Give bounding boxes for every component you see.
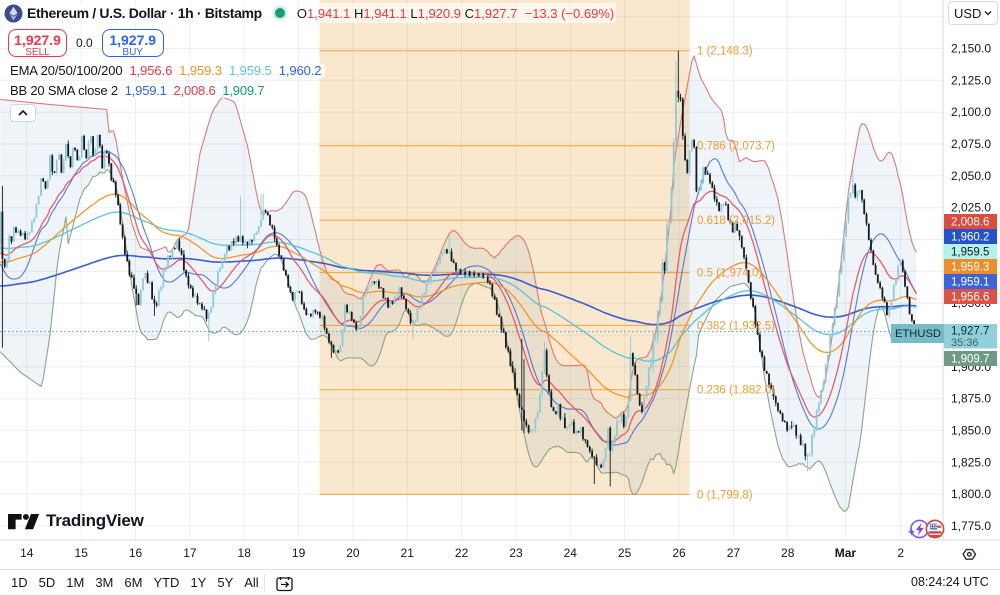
svg-text:2,050.0: 2,050.0 bbox=[951, 169, 991, 183]
svg-text:0.236 (1,882.0): 0.236 (1,882.0) bbox=[697, 385, 775, 397]
svg-text:2,008.6: 2,008.6 bbox=[951, 217, 989, 229]
svg-text:Mar: Mar bbox=[835, 546, 857, 560]
svg-text:1,909.7: 1,909.7 bbox=[951, 354, 989, 366]
svg-text:1,956.6: 1,956.6 bbox=[951, 292, 989, 304]
svg-text:19: 19 bbox=[292, 546, 306, 560]
svg-text:1,959.3: 1,959.3 bbox=[951, 262, 989, 274]
svg-text:14: 14 bbox=[20, 546, 34, 560]
svg-text:23: 23 bbox=[509, 546, 523, 560]
svg-text:17: 17 bbox=[183, 546, 197, 560]
svg-text:0.618 (2,015.2): 0.618 (2,015.2) bbox=[697, 215, 775, 227]
svg-text:1,850.0: 1,850.0 bbox=[951, 424, 991, 438]
svg-text:15: 15 bbox=[75, 546, 89, 560]
svg-text:ETHUSD: ETHUSD bbox=[895, 328, 941, 340]
svg-text:1,825.0: 1,825.0 bbox=[951, 455, 991, 469]
svg-text:0 (1,799.8): 0 (1,799.8) bbox=[697, 489, 753, 501]
svg-text:1,960.2: 1,960.2 bbox=[951, 232, 989, 244]
svg-text:2: 2 bbox=[897, 546, 904, 560]
svg-text:2,025.0: 2,025.0 bbox=[951, 201, 991, 215]
svg-text:1,927.7: 1,927.7 bbox=[951, 326, 989, 338]
svg-text:21: 21 bbox=[401, 546, 415, 560]
svg-text:16: 16 bbox=[129, 546, 143, 560]
svg-text:35:36: 35:36 bbox=[951, 337, 979, 349]
svg-text:2,150.0: 2,150.0 bbox=[951, 42, 991, 56]
svg-text:1,800.0: 1,800.0 bbox=[951, 487, 991, 501]
svg-text:22: 22 bbox=[455, 546, 469, 560]
svg-text:20: 20 bbox=[346, 546, 360, 560]
svg-text:1 (2,148.3): 1 (2,148.3) bbox=[697, 46, 753, 58]
svg-text:0.382 (1,932.5): 0.382 (1,932.5) bbox=[697, 320, 775, 332]
svg-text:1,959.5: 1,959.5 bbox=[951, 247, 989, 259]
svg-text:28: 28 bbox=[781, 546, 795, 560]
svg-text:1,775.0: 1,775.0 bbox=[951, 519, 991, 533]
svg-text:26: 26 bbox=[672, 546, 686, 560]
svg-text:0.5 (1,974.0): 0.5 (1,974.0) bbox=[697, 268, 762, 280]
svg-text:1,959.1: 1,959.1 bbox=[951, 277, 989, 289]
svg-text:2,100.0: 2,100.0 bbox=[951, 105, 991, 119]
svg-text:25: 25 bbox=[618, 546, 632, 560]
svg-text:18: 18 bbox=[238, 546, 252, 560]
svg-text:1,875.0: 1,875.0 bbox=[951, 392, 991, 406]
svg-text:2,075.0: 2,075.0 bbox=[951, 137, 991, 151]
svg-text:0.786 (2,073.7): 0.786 (2,073.7) bbox=[697, 141, 775, 153]
svg-text:2,125.0: 2,125.0 bbox=[951, 73, 991, 87]
svg-text:27: 27 bbox=[727, 546, 741, 560]
svg-text:24: 24 bbox=[564, 546, 578, 560]
